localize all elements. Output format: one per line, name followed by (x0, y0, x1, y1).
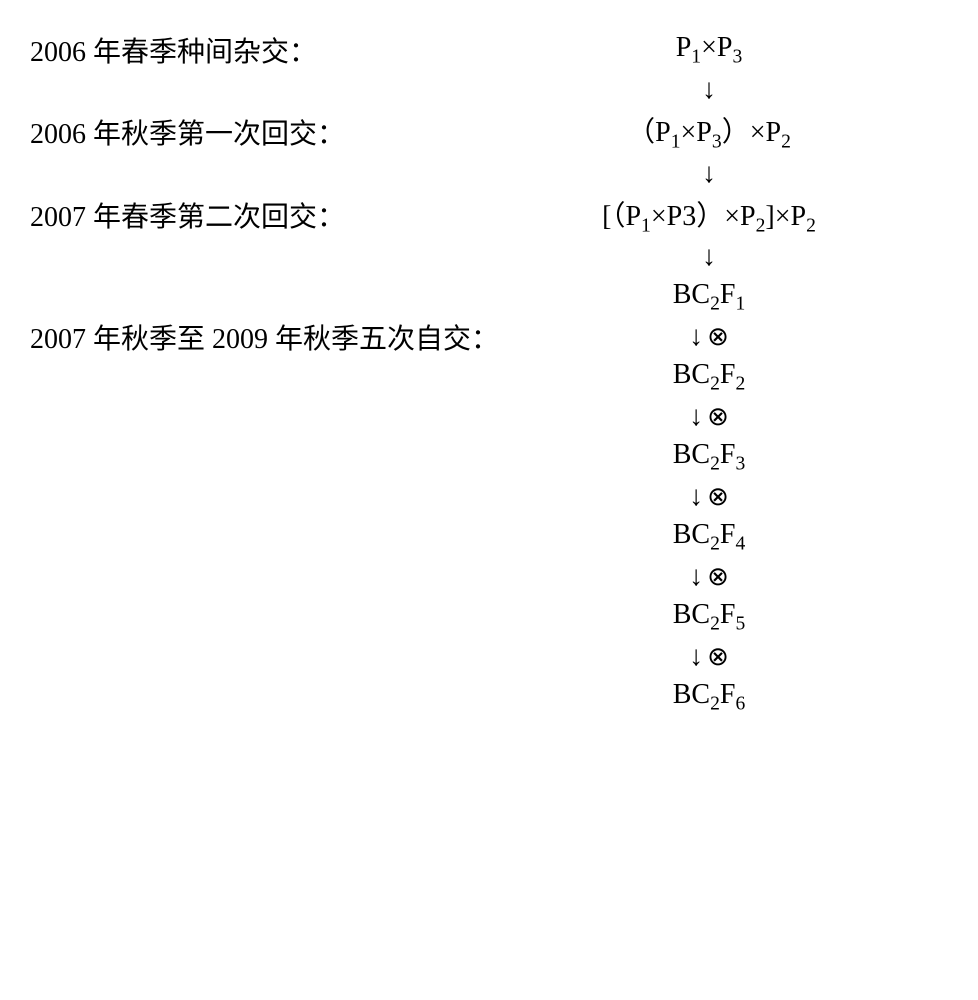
bc-formula-5: BC2F5 (673, 599, 746, 636)
step-label-1: 2006 年春季种间杂交： (30, 30, 470, 70)
down-arrow-icon: ↓ (702, 160, 716, 188)
bc-formula-4: BC2F4 (673, 519, 746, 556)
step-label-3: 2007 年春季第二次回交： (30, 195, 470, 235)
down-arrow-icon: ↓ (702, 243, 716, 271)
self-arrow-4: ↓ ⊗ (30, 557, 948, 597)
bc-row-2: BC2F2 (30, 357, 948, 397)
self-cross-label-row: 2007 年秋季至 2009 年秋季五次自交： ↓⊗ (30, 317, 948, 357)
step-formula-3: [（P1×P3）×P2]×P2 (602, 194, 816, 238)
self-arrow-1: ↓⊗ (689, 323, 729, 351)
self-cross-icon: ⊗ (707, 324, 729, 350)
arrow-3: ↓ (30, 237, 948, 277)
self-cross-label: 2007 年秋季至 2009 年秋季五次自交： (30, 317, 470, 357)
bc-formula-2: BC2F2 (673, 359, 746, 396)
bc-formula-6: BC2F6 (673, 679, 746, 716)
down-arrow-icon: ↓ (689, 323, 703, 351)
step-formula-1: P1×P3 (676, 32, 743, 69)
self-cross-icon: ⊗ (707, 564, 729, 590)
bc-row-5: BC2F5 (30, 597, 948, 637)
bc-row-6: BC2F6 (30, 677, 948, 717)
self-arrow-2: ↓ ⊗ (30, 397, 948, 437)
self-cross-icon: ⊗ (707, 404, 729, 430)
bc-row-1: BC2F1 (30, 277, 948, 317)
arrow-1: ↓ (30, 70, 948, 110)
self-cross-icon: ⊗ (707, 644, 729, 670)
bc-formula-1: BC2F1 (673, 279, 746, 316)
down-arrow-icon: ↓ (689, 563, 703, 591)
down-arrow-icon: ↓ (689, 643, 703, 671)
arrow-2: ↓ (30, 154, 948, 194)
self-cross-icon: ⊗ (707, 484, 729, 510)
down-arrow-icon: ↓ (702, 76, 716, 104)
step-row-3: 2007 年春季第二次回交： [（P1×P3）×P2]×P2 (30, 194, 948, 238)
step-row-1: 2006 年春季种间杂交： P1×P3 (30, 30, 948, 70)
down-arrow-icon: ↓ (689, 483, 703, 511)
bc-row-4: BC2F4 (30, 517, 948, 557)
bc-formula-3: BC2F3 (673, 439, 746, 476)
step-label-2: 2006 年秋季第一次回交： (30, 112, 470, 152)
down-arrow-icon: ↓ (689, 403, 703, 431)
self-arrow-3: ↓⊗ (30, 477, 948, 517)
bc-row-3: BC2F3 (30, 437, 948, 477)
step-formula-2: （P1×P3）×P2 (627, 110, 791, 154)
step-row-2: 2006 年秋季第一次回交： （P1×P3）×P2 (30, 110, 948, 154)
breeding-diagram: 2006 年春季种间杂交： P1×P3 ↓ 2006 年秋季第一次回交： （P1… (30, 30, 948, 717)
self-arrow-5: ↓ ⊗ (30, 637, 948, 677)
